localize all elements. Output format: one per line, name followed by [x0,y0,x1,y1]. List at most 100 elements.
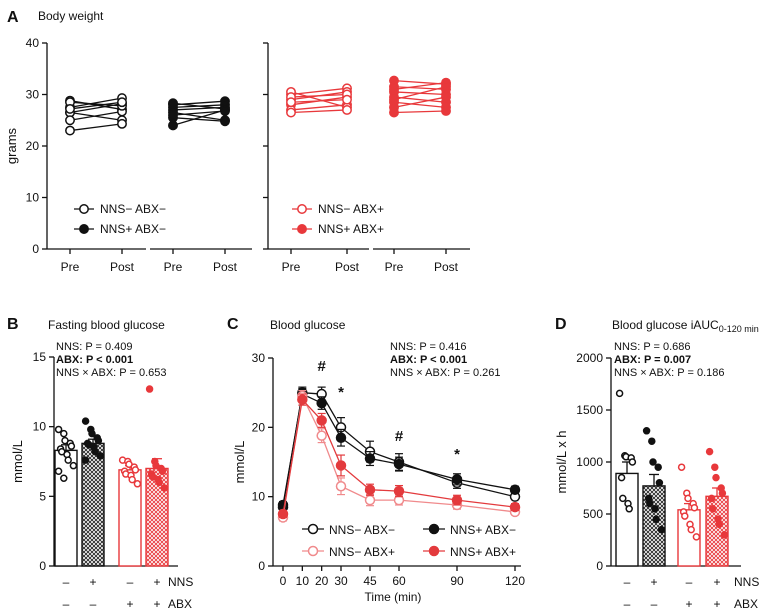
data-point [711,463,719,471]
data-point [277,508,289,520]
stat-line: NNS × ABX: P = 0.261 [390,367,500,379]
abx-sign: + [713,597,720,611]
pair-line [69,101,123,107]
legend-marker [428,545,440,557]
data-point [316,430,327,441]
y-tick-label: 0 [596,559,603,573]
abx-sign: + [685,597,692,611]
nns-sign: – [127,575,134,589]
x-tick-label: Pre [164,260,183,274]
pair-line [290,93,348,98]
data-point [681,512,689,520]
row-label-abx: ABX [168,597,192,611]
stat-line: NNS: P = 0.409 [56,341,133,353]
legend-label: NNS+ ABX− [450,523,516,537]
legend-marker [79,224,89,234]
data-point-post [342,94,352,105]
data-point-pre [168,110,178,121]
data-point [54,467,63,476]
data-point [335,460,347,471]
y-tick-label: 10 [252,490,266,504]
data-point-post [342,105,352,115]
bar-group-3 [705,447,729,567]
data-point [277,499,289,511]
data-point [707,494,716,503]
y-axis-label: mmol/L [10,440,25,483]
data-point-post [117,118,127,129]
y-tick-label: 10 [26,191,40,205]
pair-line [69,101,123,110]
series-0 [65,93,127,136]
row-label-nns: NNS [734,575,759,589]
data-point-pre [168,98,178,109]
data-point [81,456,90,464]
y-tick-label: 1000 [576,455,603,469]
x-tick-label: 120 [505,574,525,588]
bar [615,472,639,567]
nns-sign: – [624,575,631,589]
legend-label: NNS+ ABX− [100,222,166,236]
pair-line [393,101,447,109]
y-tick-label: 30 [26,88,40,102]
data-point [712,473,720,482]
data-point [316,415,327,426]
significance-mark: # [395,428,404,445]
data-point-post [441,92,451,103]
abx-sign: + [153,597,160,611]
x-tick-label: 10 [296,574,310,588]
bar-group-2 [118,456,142,567]
nns-sign: – [63,575,70,589]
bar-group-0 [615,389,639,567]
y-tick-label: 0 [258,559,265,573]
data-point [316,397,327,409]
pair-line [393,110,447,114]
significance-mark: * [454,446,460,463]
panel-c-title: Blood glucose [270,318,346,332]
nns-sign: + [153,575,160,589]
x-tick-label: 30 [334,574,348,588]
y-tick-label: 40 [26,36,40,50]
data-point [297,394,308,405]
data-point [646,499,654,508]
data-point [648,437,656,445]
y-tick-label: 20 [252,420,266,434]
stat-line: ABX: P < 0.001 [56,354,133,366]
data-point [684,494,692,503]
data-point [617,473,626,482]
pair-line [290,87,348,96]
stat-line: NNS: P = 0.416 [390,341,467,353]
x-tick-label: Post [335,260,360,274]
data-point [692,533,701,541]
x-tick-label: 45 [363,574,377,588]
x-tick-label: 20 [315,574,329,588]
data-point [158,467,167,476]
data-point-pre [65,115,75,126]
legend-marker [428,523,440,535]
data-point [364,494,376,506]
data-point [67,442,76,450]
y-tick-label: 30 [252,351,266,365]
y-tick-label: 2000 [576,351,603,365]
data-point [133,480,142,488]
series-3 [277,393,521,520]
data-point [96,452,105,460]
legend-label: NNS+ ABX+ [450,545,516,559]
pair-line [172,102,226,110]
bar-group-1 [642,427,666,567]
stat-line: NNS × ABX: P = 0.186 [614,367,724,379]
title-subscript: 0-120 min [719,324,759,334]
row-label-nns: NNS [168,575,193,589]
abx-sign: – [651,597,658,611]
y-tick-label: 500 [583,507,603,521]
panel-letter-d: D [555,316,567,333]
significance-mark: * [338,384,344,401]
abx-sign: – [624,597,631,611]
stat-line: NNS: P = 0.686 [614,341,691,353]
data-point [91,447,99,456]
data-point-post [220,106,230,116]
panel-title: Fasting blood glucose [48,318,165,332]
legend-label: NNS− ABX+ [329,545,395,559]
pair-line [393,82,447,90]
legend-label: NNS+ ABX+ [318,222,384,236]
